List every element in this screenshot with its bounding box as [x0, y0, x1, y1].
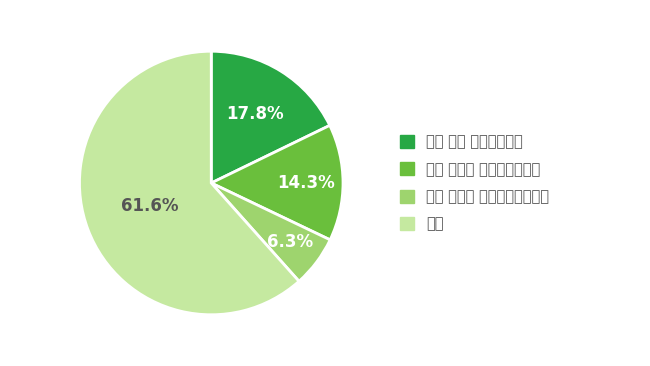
Text: 61.6%: 61.6%: [121, 198, 179, 216]
Wedge shape: [211, 51, 330, 183]
Wedge shape: [211, 183, 330, 281]
Text: 17.8%: 17.8%: [226, 105, 283, 123]
Text: 6.3%: 6.3%: [267, 234, 313, 251]
Wedge shape: [79, 51, 299, 315]
Text: 14.3%: 14.3%: [278, 174, 335, 192]
Wedge shape: [211, 126, 343, 240]
Legend: ある 且つ 実行している, ある しかし 実行していない, ある しかし 続けられなかった, ない: ある 且つ 実行している, ある しかし 実行していない, ある しかし 続けら…: [400, 134, 549, 232]
